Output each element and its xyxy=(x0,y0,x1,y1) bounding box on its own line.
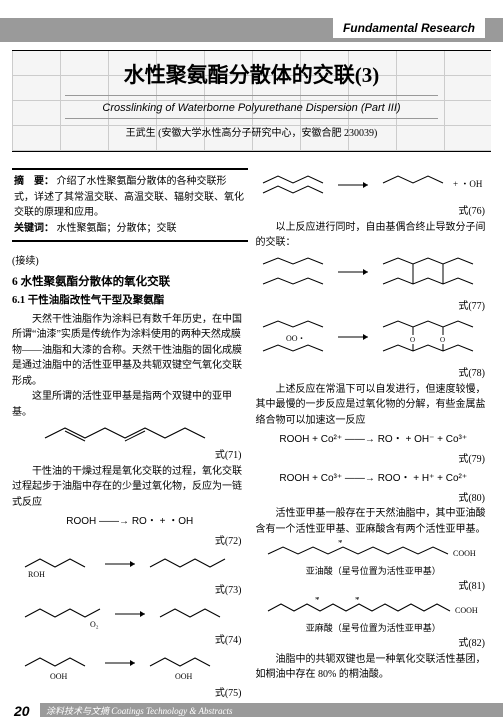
journal-name: 涂料技术与文摘 Coatings Technology & Abstracts xyxy=(40,703,503,717)
eq-75-label: 式(75) xyxy=(12,686,248,702)
continued-marker: (接续) xyxy=(12,254,248,270)
para-r3: 活性亚甲基一般存在于天然油脂中，其中亚油酸含有一个活性亚甲基、亚麻酸含有两个活性… xyxy=(256,506,492,537)
svg-text:OOH: OOH xyxy=(50,672,68,681)
right-column: + ・OH 式(76) 以上反应进行同时，自由基偶合终止导致分子间的交联： 式(… xyxy=(256,168,492,697)
eq-71-label: 式(71) xyxy=(12,448,248,464)
para-r1: 以上反应进行同时，自由基偶合终止导致分子间的交联： xyxy=(256,220,492,251)
keywords-text: 水性聚氨酯；分散体；交联 xyxy=(57,223,177,234)
author-affiliation: 王武生 (安徽大学水性高分子研究中心，安徽合肥 230039) xyxy=(12,124,491,139)
eq-77-label: 式(77) xyxy=(256,299,492,315)
keywords-label: 关键词： xyxy=(14,223,54,234)
chem-structure-71 xyxy=(40,423,220,445)
svg-text:O₂: O₂ xyxy=(90,620,99,629)
chem-scheme-76: + ・OH xyxy=(258,171,488,201)
eq-72-label: 式(72) xyxy=(12,534,248,550)
para-r4: 油脂中的共轭双键也是一种氧化交联活性基团，如桐油中存在 80% 的桐油酸。 xyxy=(256,652,492,683)
svg-text:COOH: COOH xyxy=(453,549,476,558)
svg-text:+ ・OH: + ・OH xyxy=(453,179,483,189)
svg-text:O: O xyxy=(440,336,445,344)
section-6-heading: 6 水性聚氨酯分散体的氧化交联 xyxy=(12,274,248,292)
eq-72: ROOH ——→ RO・ + ・OH xyxy=(12,514,248,530)
abstract-box: 摘 要： 介绍了水性聚氨酯分散体的各种交联形式，详述了其常温交联、高温交联、辐射… xyxy=(12,168,248,242)
para-2: 这里所谓的活性亚甲基是指两个双键中的亚甲基。 xyxy=(12,389,248,420)
section-6-1-heading: 6.1 干性油脂改性气干型及聚氨酯 xyxy=(12,293,248,309)
sec61-title: 干性油脂改性气干型及聚氨酯 xyxy=(28,295,165,306)
header-section-label: Fundamental Research xyxy=(333,18,485,38)
svg-text:COOH: COOH xyxy=(455,606,478,615)
page-number: 20 xyxy=(14,703,30,719)
eq-74-label: 式(74) xyxy=(12,633,248,649)
svg-text:*: * xyxy=(338,540,343,548)
eq-80-label: 式(80) xyxy=(256,491,492,507)
chem-scheme-77 xyxy=(258,254,488,296)
title-panel: 水性聚氨酯分散体的交联(3) Crosslinking of Waterborn… xyxy=(12,50,491,152)
eq-76-label: 式(76) xyxy=(256,204,492,220)
chem-scheme-75: OOH OOH xyxy=(20,651,240,683)
article-title-en: Crosslinking of Waterborne Polyurethane … xyxy=(65,95,439,119)
chem-structure-82: * * COOH xyxy=(263,597,483,619)
page-footer: 20 涂料技术与文摘 Coatings Technology & Abstrac… xyxy=(0,701,503,721)
para-3: 干性油的干燥过程是氧化交联的过程，氧化交联过程起步于油脂中存在的少量过氧化物，反… xyxy=(12,464,248,511)
svg-text:*: * xyxy=(315,597,320,605)
para-r2: 上述反应在常温下可以自发进行，但速度较慢，其中最慢的一步反应是过氧化物的分解，有… xyxy=(256,382,492,429)
chem-scheme-74: O₂ xyxy=(20,602,240,630)
eq-81-label: 式(81) xyxy=(256,579,492,595)
svg-text:ROH: ROH xyxy=(28,570,45,579)
eq-82-label: 式(82) xyxy=(256,636,492,652)
abstract-label: 摘 要： xyxy=(14,176,54,187)
svg-text:OOH: OOH xyxy=(175,672,193,681)
svg-text:OO・: OO・ xyxy=(286,334,306,343)
chem-scheme-73: ROH xyxy=(20,552,240,580)
eq-80: ROOH + Co³⁺ ——→ ROO・ + H⁺ + Co²⁺ xyxy=(256,471,492,487)
chem-scheme-78: OO・ O O xyxy=(258,317,488,363)
sec6-title: 水性聚氨酯分散体的氧化交联 xyxy=(21,276,171,288)
left-column: 摘 要： 介绍了水性聚氨酯分散体的各种交联形式，详述了其常温交联、高温交联、辐射… xyxy=(12,168,248,697)
sec61-num: 6.1 xyxy=(12,295,25,306)
eq-79: ROOH + Co²⁺ ——→ RO・ + OH⁻ + Co³⁺ xyxy=(256,432,492,448)
para-1: 天然干性油脂作为涂料已有数千年历史，在中国所谓“油漆”实质是传统作为涂料使用的两… xyxy=(12,312,248,390)
article-title-cn: 水性聚氨酯分散体的交联(3) xyxy=(12,59,491,95)
sec6-num: 6 xyxy=(12,276,18,288)
caption-82: 亚麻酸（星号位置为活性亚甲基） xyxy=(256,622,492,636)
caption-81: 亚油酸（星号位置为活性亚甲基） xyxy=(256,565,492,579)
eq-79-label: 式(79) xyxy=(256,452,492,468)
chem-structure-81: * COOH xyxy=(263,540,483,562)
svg-text:O: O xyxy=(410,336,415,344)
eq-78-label: 式(78) xyxy=(256,366,492,382)
svg-text:*: * xyxy=(355,597,360,605)
eq-73-label: 式(73) xyxy=(12,583,248,599)
